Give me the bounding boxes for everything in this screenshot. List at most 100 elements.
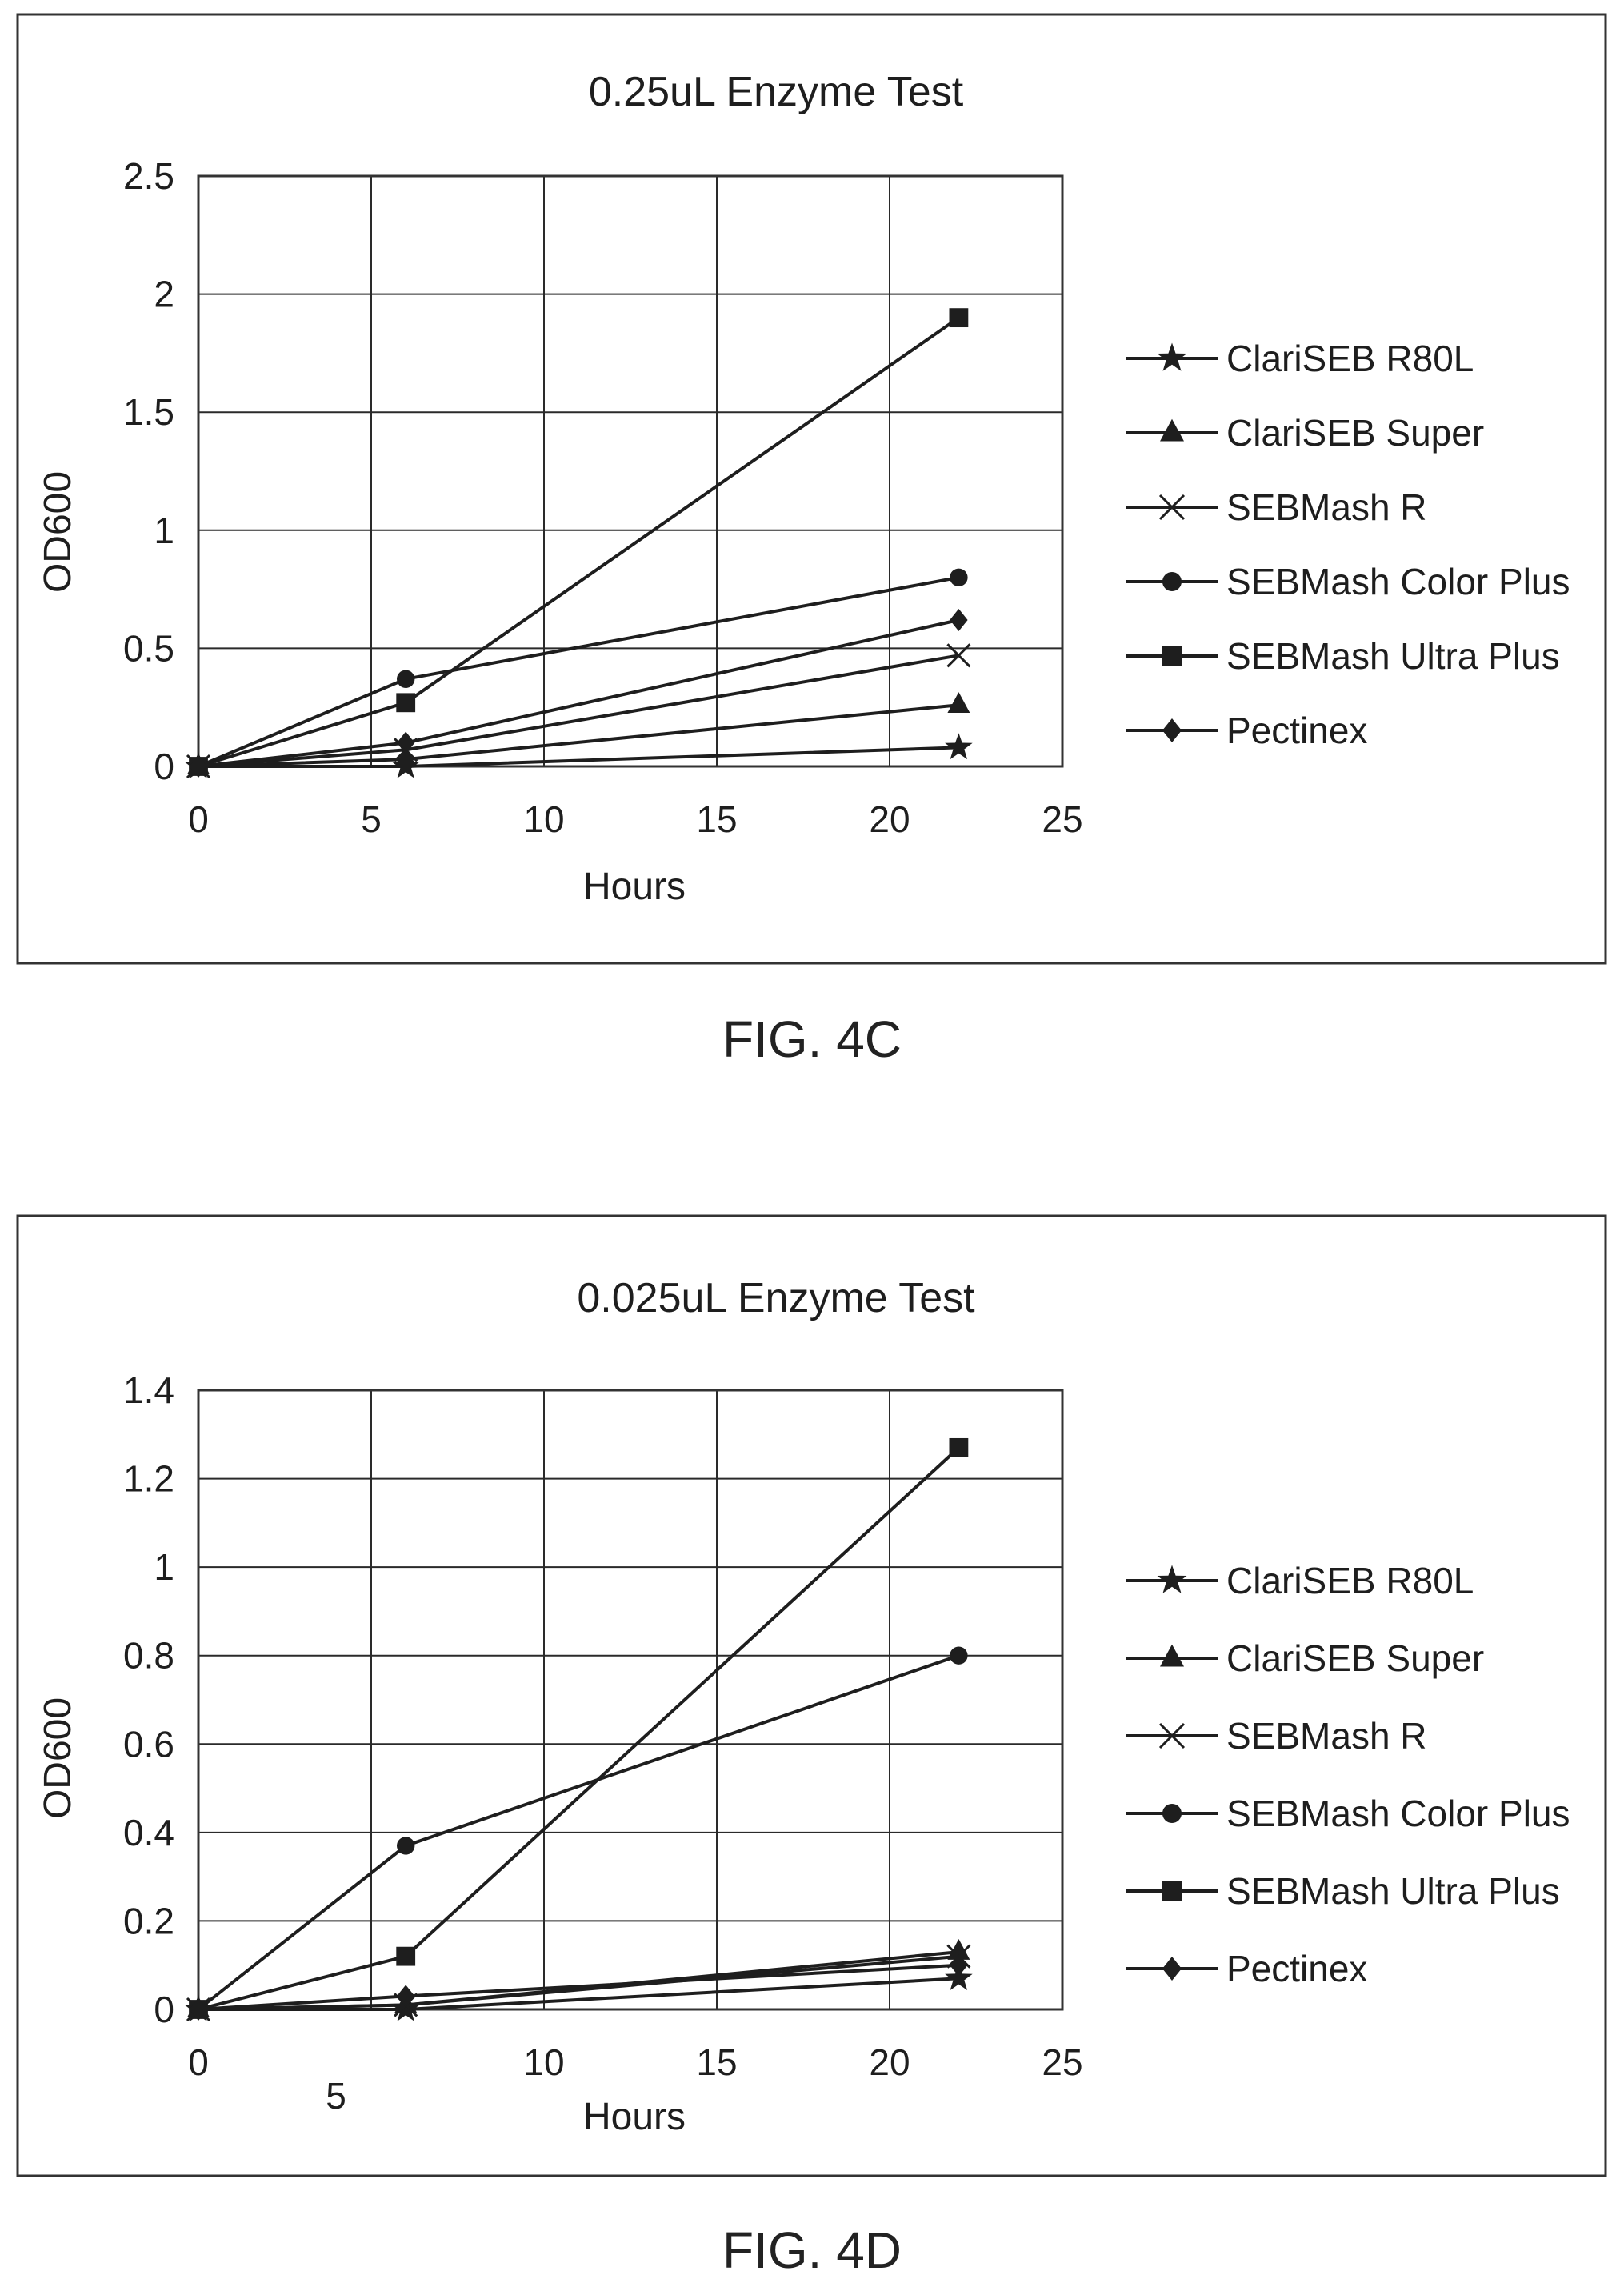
x-tick-label: 20 [869,2041,910,2083]
y-tick-label: 1.4 [123,1369,174,1411]
data-point-marker [394,746,418,767]
x-tick-label: 0 [188,798,209,840]
legend-label: SEBMash Ultra Plus [1226,1870,1560,1912]
legend-entry: ClariSEB Super [1126,412,1484,454]
y-tick-label: 0.5 [123,627,174,669]
x-tick-label: 20 [869,798,910,840]
y-tick-label: 1.2 [123,1458,174,1500]
legend-marker [1162,1957,1182,1981]
x-tick-label: 5 [326,2075,346,2117]
plot-frame [197,174,1064,768]
legend-entry: SEBMash Color Plus [1126,1793,1570,1834]
x-tick-label: 15 [696,2041,737,2083]
gridlines [198,175,1063,767]
series-layer [184,1437,973,2022]
legend-label: Pectinex [1226,1948,1367,1989]
chart-border [16,1214,1607,2177]
x-tick-labels: 0 5 10 15 20 25 [188,2041,1082,2117]
plot-frame [197,1389,1064,2011]
series-line [198,316,960,768]
legend-marker [1162,646,1182,666]
legend-marker [1160,1644,1184,1667]
x-tick-labels: 0 5 10 15 20 25 [188,798,1082,840]
legend-entry: SEBMash Ultra Plus [1126,1870,1560,1912]
y-tick-label: 0 [154,746,174,787]
chart-fig-4d: 0.025uL Enzyme Test 0 0.2 0.4 0.6 0.8 1 1.2 1.4… [16,1214,1607,2177]
legend-marker [1158,1722,1186,1749]
x-tick-label: 0 [188,2041,209,2083]
legend-label: SEBMash Ultra Plus [1226,635,1560,677]
series-line [198,654,959,768]
legend-marker [1162,1804,1182,1823]
figure-caption-4c: FIG. 4C [722,1010,902,1068]
data-point-marker [950,608,968,631]
series-line [198,1446,960,2011]
y-axis-label: OD600 [37,1697,79,1819]
y-tick-label: 1 [154,510,174,551]
legend-marker [1162,718,1182,742]
data-point-marker [945,1964,973,1990]
series-pectinex [189,608,968,778]
series-pectinex [189,1953,968,2021]
data-point-marker [189,755,208,778]
legend-label: SEBMash R [1226,1715,1427,1757]
legend-marker [1157,1565,1187,1593]
data-point-marker [397,731,415,754]
legend-entry: SEBMash R [1126,1715,1427,1757]
data-point-marker [949,1437,969,1457]
data-point-marker [947,1939,970,1960]
y-tick-label: 0.2 [123,1900,174,1941]
y-tick-label: 0.6 [123,1723,174,1765]
y-tick-label: 0 [154,1989,174,2030]
legend-marker [1162,1881,1182,1901]
data-point-marker [397,1837,415,1855]
y-axis-label: OD600 [37,471,79,593]
series-line [198,575,959,768]
legend-entry: ClariSEB R80L [1126,338,1474,379]
data-point-marker [950,568,968,587]
chart-title: 0.25uL Enzyme Test [589,69,964,115]
legend-label: SEBMash Color Plus [1226,561,1570,602]
series-clariseb-super [187,1939,970,2017]
legend-entry: SEBMash Ultra Plus [1126,635,1560,677]
x-tick-label: 5 [361,798,382,840]
data-point-marker [950,1953,968,1977]
data-point-marker [397,1985,415,2008]
data-point-marker [396,1946,416,1966]
series-layer [184,308,973,779]
x-axis-label: Hours [583,866,686,908]
data-point-marker [189,1998,208,2021]
chart-border [16,13,1607,965]
legend-label: SEBMash R [1226,486,1427,528]
y-tick-label: 2.5 [123,155,174,197]
legend-entry: ClariSEB R80L [1126,1560,1474,1601]
series-sebmash-color-plus [189,568,968,776]
x-tick-label: 10 [523,2041,564,2083]
x-tick-label: 25 [1042,798,1082,840]
x-tick-label: 10 [523,798,564,840]
data-point-marker [945,733,973,760]
legend: ClariSEB R80L ClariSEB Super SEBMash R SEBM… [1126,1560,1570,1989]
y-tick-label: 0.8 [123,1635,174,1677]
y-tick-label: 2 [154,274,174,315]
legend-entry: Pectinex [1126,710,1367,751]
figure-caption-4d: FIG. 4D [722,2221,902,2279]
x-tick-label: 15 [696,798,737,840]
series-sebmash-ultra-plus [189,1437,969,2019]
series-line [198,1963,959,2011]
legend-marker [1160,418,1184,442]
y-tick-labels: 0 0.5 1 1.5 2 2.5 [123,155,174,787]
chart-fig-4c: 0.25uL Enzyme Test 0 0.5 1 1.5 2 2.5 0 5 10 15 20… [16,13,1607,965]
data-point-marker [949,308,969,328]
series-line [198,1977,959,2011]
data-point-marker [950,1646,968,1665]
plot-area-frame [197,1389,1064,2011]
y-tick-label: 1.5 [123,391,174,433]
series-line [198,618,959,768]
chart-title: 0.025uL Enzyme Test [577,1275,975,1321]
legend-marker [1162,572,1182,591]
legend-label: SEBMash Color Plus [1226,1793,1570,1834]
x-tick-label: 25 [1042,2041,1082,2083]
gridlines [198,1389,1063,2010]
data-point-marker [397,670,415,688]
